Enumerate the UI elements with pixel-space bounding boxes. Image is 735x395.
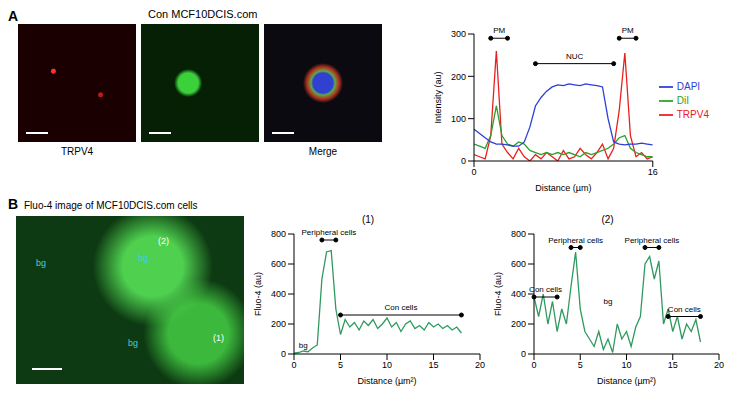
svg-text:400: 400 — [511, 289, 526, 299]
svg-text:200: 200 — [271, 319, 286, 329]
html-text:Con MCF10DCIS.com: Con MCF10DCIS.com — [148, 8, 258, 20]
html-text:bg: bg — [138, 253, 148, 263]
svg-text:Peripheral cells: Peripheral cells — [548, 236, 603, 245]
svg-text:bg: bg — [604, 297, 613, 306]
html-text:(2): (2) — [601, 214, 614, 225]
svg-text:Fluo-4 (au): Fluo-4 (au) — [493, 272, 503, 316]
svg-text:NUC: NUC — [566, 52, 584, 61]
svg-text:600: 600 — [511, 259, 526, 269]
svg-text:200: 200 — [511, 319, 526, 329]
html-text:DiI: DiI — [676, 94, 689, 106]
svg-text:0: 0 — [531, 360, 536, 370]
svg-text:10: 10 — [621, 360, 631, 370]
svg-text:15: 15 — [428, 360, 438, 370]
html-text:TRPV4: TRPV4 — [60, 146, 94, 157]
svg-text:200: 200 — [451, 72, 466, 82]
svg-text:PM: PM — [493, 26, 505, 35]
svg-text:10: 10 — [382, 360, 392, 370]
html-text:B Fluo-4 image of MCF10DCIS.co: B Fluo-4 image of MCF10DCIS.com cells — [8, 196, 198, 212]
svg-text:600: 600 — [271, 259, 286, 269]
html-text:bg: bg — [128, 338, 138, 348]
html-text:(1): (1) — [361, 214, 375, 225]
svg-text:PM: PM — [622, 26, 634, 35]
svg-text:bg: bg — [299, 341, 308, 350]
html-text:Merge: Merge — [308, 146, 338, 157]
svg-text:5: 5 — [338, 360, 343, 370]
svg-text:400: 400 — [271, 289, 286, 299]
html-text:(1): (1) — [213, 333, 224, 343]
svg-text:Con cells: Con cells — [384, 303, 417, 312]
svg-text:0: 0 — [461, 156, 466, 166]
svg-text:15: 15 — [668, 360, 678, 370]
svg-text:20: 20 — [714, 360, 724, 370]
svg-text:Distance (µm²): Distance (µm²) — [597, 376, 656, 386]
svg-text:Con cells: Con cells — [668, 305, 701, 314]
html-text:TRPV4: TRPV4 — [676, 108, 709, 120]
svg-text:800: 800 — [271, 229, 286, 239]
svg-text:Intensity (au): Intensity (au) — [433, 71, 443, 123]
html-text:DAPI: DAPI — [676, 80, 701, 92]
svg-text:100: 100 — [451, 114, 466, 124]
svg-text:0: 0 — [281, 349, 286, 359]
svg-text:Peripheral cells: Peripheral cells — [625, 236, 680, 245]
html-text:bg: bg — [36, 258, 46, 268]
svg-text:Peripheral cells: Peripheral cells — [302, 228, 357, 237]
svg-text:Con cells: Con cells — [529, 285, 562, 294]
svg-text:300: 300 — [451, 29, 466, 39]
svg-text:16: 16 — [648, 167, 658, 177]
svg-text:Distance (µm²): Distance (µm²) — [357, 376, 416, 386]
html-text:(2): (2) — [158, 236, 169, 246]
svg-text:0: 0 — [471, 167, 476, 177]
svg-text:0: 0 — [291, 360, 296, 370]
svg-text:800: 800 — [511, 229, 526, 239]
svg-text:Distance (µm): Distance (µm) — [535, 183, 591, 193]
svg-text:Fluo-4 (au): Fluo-4 (au) — [253, 272, 263, 316]
svg-text:5: 5 — [578, 360, 583, 370]
html-text:A: A — [8, 8, 19, 24]
svg-text:20: 20 — [475, 360, 485, 370]
svg-text:0: 0 — [521, 349, 526, 359]
